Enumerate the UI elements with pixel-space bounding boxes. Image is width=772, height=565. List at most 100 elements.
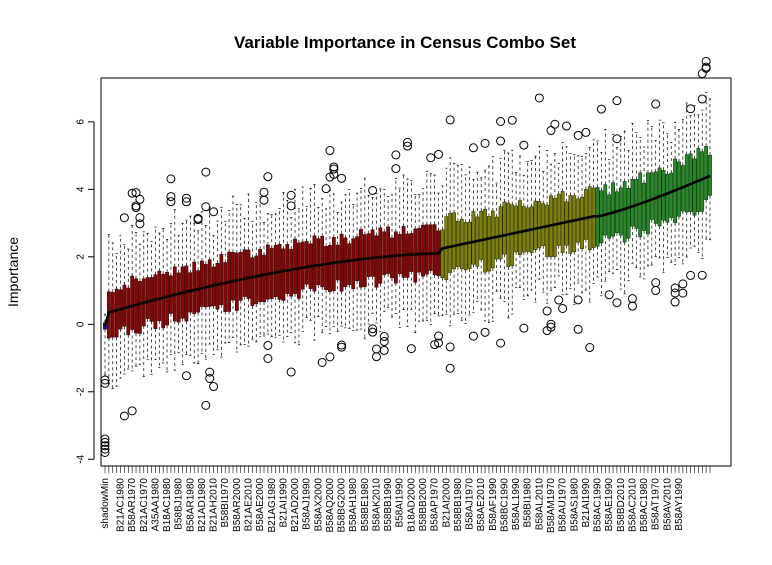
category-label: B58AR1980 — [185, 478, 196, 532]
box-rejected — [145, 277, 150, 319]
y-tick-label: 6 — [76, 119, 87, 125]
box-confirmed — [704, 146, 708, 200]
box-rejected — [370, 229, 375, 277]
outlier-point — [627, 294, 637, 304]
outlier-point — [337, 173, 347, 183]
outlier-point — [678, 279, 688, 289]
category-label: B58AR2000 — [232, 478, 243, 532]
category-label: B58AE2010 — [476, 478, 487, 532]
outlier-point — [534, 93, 544, 103]
category-label: B58AJ1990 — [302, 478, 313, 530]
box-rejected — [421, 224, 425, 277]
outlier-point — [651, 286, 661, 296]
outlier-point — [205, 374, 215, 384]
outlier-point — [166, 197, 176, 207]
box-rejected — [374, 235, 379, 288]
box-confirmed — [626, 188, 631, 239]
box-tentative — [541, 203, 546, 246]
box-rejected — [157, 270, 162, 322]
box-rejected — [200, 260, 204, 307]
box-tentative — [537, 201, 542, 249]
category-label: B58AV2010 — [662, 478, 673, 531]
box-rejected — [138, 281, 142, 334]
box-confirmed — [646, 172, 650, 235]
outlier-point — [573, 130, 583, 140]
box-rejected — [266, 244, 270, 300]
box-tentative — [514, 205, 518, 253]
category-label: B58BI1970 — [220, 478, 231, 528]
outlier-point — [379, 345, 389, 355]
box-rejected — [304, 240, 309, 285]
outlier-point — [573, 295, 583, 305]
outlier-point — [581, 127, 591, 137]
outlier-point — [371, 352, 381, 362]
category-label: B58AQ2000 — [325, 478, 336, 533]
category-label: B58BG2000 — [337, 478, 348, 533]
outlier-point — [259, 195, 269, 205]
box-rejected — [207, 259, 212, 307]
box-rejected — [362, 234, 367, 287]
category-label: B58AM1970 — [546, 478, 557, 533]
outlier-point — [496, 116, 506, 126]
outlier-point — [468, 331, 478, 341]
box-tentative — [467, 221, 472, 269]
outlier-point — [697, 270, 707, 280]
box-rejected — [196, 270, 200, 313]
box-rejected — [289, 248, 294, 297]
outlier-point — [426, 153, 436, 163]
y-tick-label: 0 — [76, 321, 87, 327]
category-label: B58AY1990 — [674, 478, 685, 531]
box-confirmed — [665, 173, 670, 223]
category-label: B58AP1970 — [430, 478, 441, 532]
box-tentative — [533, 200, 538, 250]
outlier-point — [181, 193, 191, 203]
box-rejected — [176, 272, 181, 323]
category-label: B21AE2010 — [243, 478, 254, 532]
outlier-point — [403, 137, 412, 147]
box-tentative — [518, 200, 522, 255]
outlier-point — [205, 367, 215, 377]
outlier-point — [612, 298, 622, 308]
outlier-point — [286, 201, 296, 211]
outlier-point — [550, 119, 560, 129]
box-rejected — [390, 237, 394, 279]
box-rejected — [262, 254, 266, 303]
box-rejected — [409, 233, 414, 272]
outlier-point — [558, 303, 568, 313]
box-rejected — [238, 251, 243, 301]
box-rejected — [428, 224, 433, 271]
category-label: B21AI1990 — [278, 478, 289, 528]
category-label: B58AH1980 — [348, 478, 359, 532]
outlier-point — [119, 213, 129, 223]
box-rejected — [394, 231, 398, 284]
category-label: B58AC2010 — [627, 478, 638, 532]
box-rejected — [347, 243, 352, 285]
outlier-point — [546, 322, 556, 332]
box-rejected — [153, 274, 158, 330]
outlier-point — [519, 323, 529, 333]
box-tentative — [502, 201, 507, 255]
outlier-point — [127, 188, 137, 198]
box-rejected — [312, 235, 317, 292]
category-label: B21AH2010 — [209, 478, 220, 532]
outlier-point — [403, 141, 412, 151]
outlier-point — [701, 56, 711, 66]
category-label: B58AT1970 — [651, 478, 662, 531]
box-confirmed — [669, 172, 674, 218]
outlier-point — [263, 172, 273, 182]
outlier-point — [391, 164, 401, 174]
outlier-point — [496, 136, 506, 146]
category-label: B58BJ1980 — [174, 478, 185, 530]
outlier-point — [166, 192, 176, 202]
outlier-point — [480, 138, 490, 148]
box-tentative — [471, 211, 476, 265]
box-rejected — [203, 263, 208, 308]
outlier-point — [701, 63, 711, 73]
y-tick-label: 4 — [76, 186, 87, 192]
outlier-point — [325, 352, 335, 362]
outlier-point — [627, 301, 637, 311]
box-rejected — [250, 257, 255, 307]
box-rejected — [161, 274, 166, 329]
box-tentative — [568, 195, 573, 254]
outlier-point — [604, 290, 614, 300]
